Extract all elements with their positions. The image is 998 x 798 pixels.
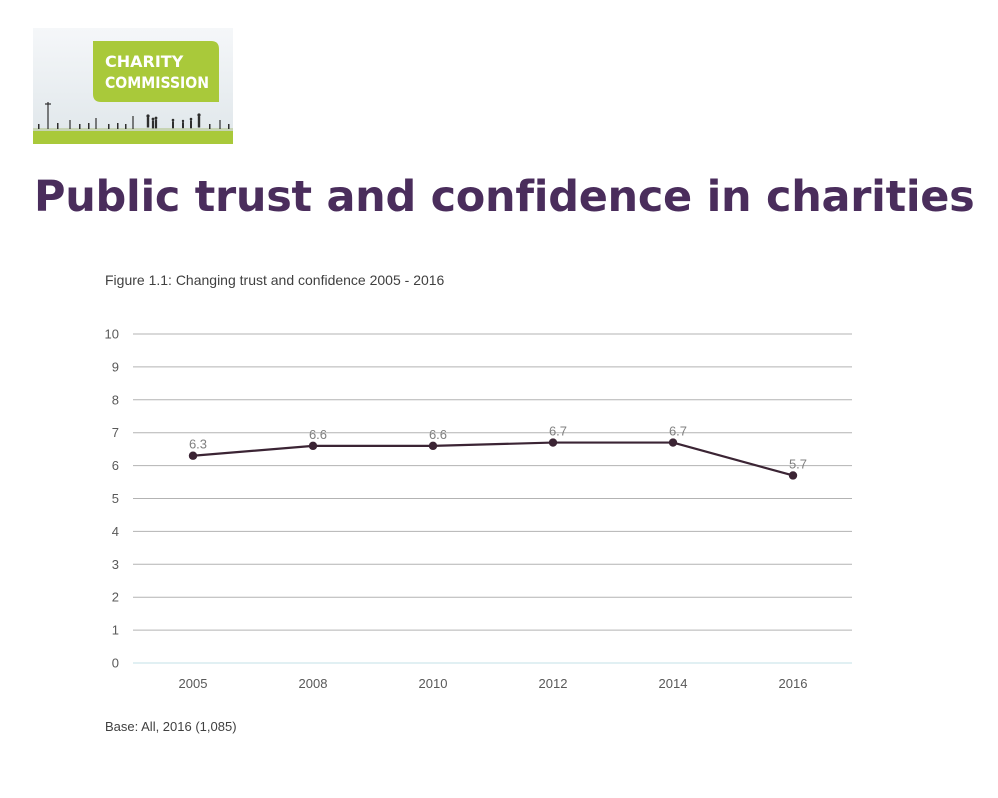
x-tick-label: 2005 [179,676,208,691]
data-label: 6.3 [189,437,207,452]
data-label: 6.7 [549,424,567,439]
data-point [668,438,678,447]
y-tick-label: 9 [112,359,119,374]
x-tick-label: 2008 [299,676,328,691]
y-tick-label: 6 [112,458,119,473]
series-layer [188,438,798,480]
x-axis-tick-labels: 2005 2008 2010 2012 2014 2016 [179,676,808,691]
y-tick-label: 2 [112,590,119,605]
x-tick-label: 2012 [539,676,568,691]
figure-caption: Figure 1.1: Changing trust and confidenc… [105,272,445,288]
y-tick-label: 10 [105,327,119,342]
page-title: Public trust and confidence in charities [34,172,975,222]
logo-text-line2: COMMISSION [105,73,209,92]
y-tick-label: 5 [112,491,119,506]
y-tick-label: 0 [112,656,119,671]
logo-lampposts [45,102,221,129]
x-tick-label: 2014 [659,676,688,691]
logo-text-line1: CHARITY [105,52,184,71]
logo-people [38,113,230,129]
y-tick-label: 7 [112,425,119,440]
logo-shore [33,128,233,131]
y-tick-label: 4 [112,524,119,539]
data-label: 5.7 [789,456,807,471]
base-note: Base: All, 2016 (1,085) [105,719,237,734]
logo-image: CHARITY COMMISSION [33,28,233,144]
series-line [192,441,794,477]
data-point [308,441,318,451]
y-axis-tick-labels: 0 1 2 3 4 5 6 7 8 9 10 [105,327,119,671]
logo-badge [93,41,219,102]
data-labels: 6.3 6.6 6.6 6.7 6.7 5.7 [189,424,807,472]
data-label: 6.6 [309,427,327,442]
y-tick-label: 8 [112,392,119,407]
data-point [548,438,558,447]
x-tick-label: 2010 [419,676,448,691]
data-label: 6.7 [669,424,687,439]
data-point [788,471,798,480]
y-tick-label: 3 [112,557,119,572]
logo-ground [33,131,233,144]
x-tick-label: 2016 [779,676,808,691]
grid-lines [133,333,852,664]
data-label: 6.6 [429,427,447,442]
data-point [428,441,438,451]
data-point [188,451,198,460]
charity-commission-logo: CHARITY COMMISSION [33,28,233,144]
y-tick-label: 1 [112,623,119,638]
